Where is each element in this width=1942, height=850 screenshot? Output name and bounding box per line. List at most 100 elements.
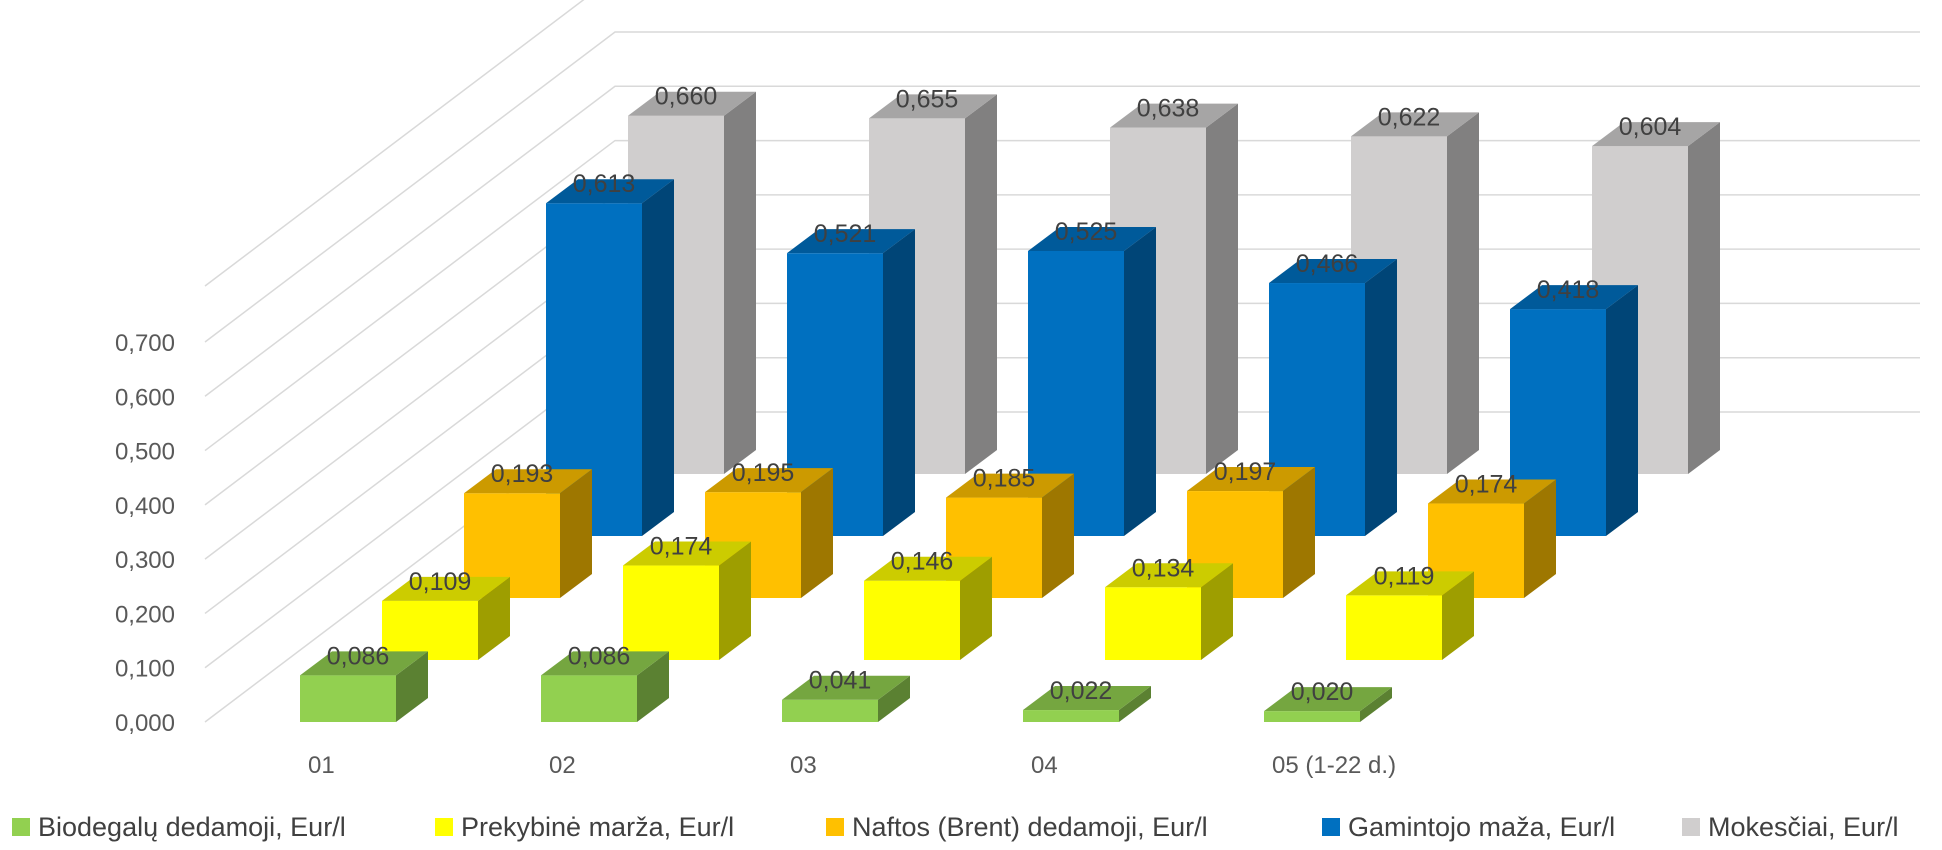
- data-label-2-0: 0,193: [491, 460, 554, 488]
- bar-0-3: [1023, 686, 1151, 722]
- data-label-0-0: 0,086: [327, 642, 390, 670]
- bar-top: [869, 94, 997, 119]
- bar-top: [1269, 259, 1397, 284]
- bar-top: [1028, 227, 1156, 251]
- bar-top: [787, 229, 915, 254]
- bar-0-1: [541, 651, 669, 722]
- x-tick-label-3: 04: [1031, 752, 1058, 779]
- bar-side: [878, 675, 910, 722]
- y-tick-label-2: 0,200: [115, 601, 175, 628]
- legend-label-4: Mokesčiai, Eur/l: [1708, 812, 1899, 842]
- data-label-3-4: 0,418: [1537, 276, 1600, 304]
- x-tick-label-4: 05 (1-22 d.): [1272, 752, 1396, 779]
- bar-side: [1119, 686, 1151, 722]
- legend-item-4: Mokesčiai, Eur/l: [1682, 812, 1899, 842]
- legend-item-0: Biodegalų dedamoji, Eur/l: [12, 812, 346, 842]
- data-label-1-0: 0,109: [409, 568, 472, 596]
- x-axis: 01 02 03 04 05 (1-22 d.): [308, 752, 1396, 779]
- x-tick-label-2: 03: [790, 752, 817, 779]
- bar-side: [1124, 227, 1156, 536]
- legend: Biodegalų dedamoji, Eur/l Prekybinė marža…: [12, 812, 1899, 842]
- bar-side: [1606, 285, 1638, 536]
- bar-top: [382, 576, 510, 601]
- data-label-1-4: 0,119: [1374, 562, 1435, 590]
- data-label-2-2: 0,185: [973, 465, 1036, 493]
- legend-swatch-1: [435, 818, 453, 836]
- data-label-3-1: 0,521: [814, 220, 877, 248]
- legend-label-0: Biodegalų dedamoji, Eur/l: [38, 812, 346, 842]
- bar-side: [1688, 122, 1720, 474]
- gridline-7: [204, 31, 1920, 343]
- data-label-2-1: 0,195: [732, 459, 795, 487]
- bar-front: [1346, 595, 1442, 660]
- bar-front: [864, 580, 960, 660]
- series-1: [382, 541, 1474, 660]
- bar-side: [1206, 103, 1238, 475]
- legend-label-3: Gamintojo maža, Eur/l: [1348, 812, 1615, 842]
- gridline-6: [204, 85, 1920, 397]
- bar-top: [1351, 112, 1479, 137]
- data-label-4-4: 0,604: [1619, 113, 1682, 141]
- bar-top: [946, 473, 1074, 498]
- y-tick-label-5: 0,500: [115, 439, 175, 466]
- data-label-0-1: 0,086: [568, 642, 631, 670]
- bar-0-0: [300, 651, 428, 722]
- bar-side: [642, 179, 674, 536]
- bar-side: [1201, 563, 1233, 660]
- y-tick-label-3: 0,300: [115, 547, 175, 574]
- bar-top: [1264, 687, 1392, 712]
- bar-2-2: [946, 473, 1074, 598]
- bar-top: [623, 541, 751, 566]
- bar-0-4: [1264, 687, 1392, 722]
- data-label-3-0: 0,613: [573, 170, 636, 198]
- bar-1-1: [623, 541, 751, 660]
- x-tick-label-1: 02: [549, 752, 576, 779]
- y-tick-label-1: 0,100: [115, 656, 175, 683]
- bar-front: [300, 675, 396, 722]
- bar-top: [1428, 479, 1556, 504]
- data-label-3-2: 0,525: [1055, 218, 1118, 246]
- bar-side: [1524, 479, 1556, 598]
- bar-top: [1346, 571, 1474, 596]
- bar-2-3: [1187, 467, 1315, 598]
- bar-top: [464, 469, 592, 494]
- bar-1-3: [1105, 563, 1233, 660]
- data-label-0-2: 0,041: [809, 667, 872, 695]
- bar-side: [801, 468, 833, 598]
- data-label-4-2: 0,638: [1137, 95, 1200, 123]
- bar-side: [637, 651, 669, 722]
- gridline-top: [204, 0, 585, 287]
- bar-top: [705, 468, 833, 493]
- bar-side: [396, 651, 428, 722]
- bar-1-4: [1346, 571, 1474, 660]
- bar-side: [1442, 571, 1474, 660]
- bar-2-1: [705, 468, 833, 598]
- y-tick-label-0: 0,000: [115, 710, 175, 737]
- bar-side: [1360, 687, 1392, 722]
- bar-side: [1042, 473, 1074, 598]
- y-axis: 0,000 0,100 0,200 0,300 0,400 0,500 0,600 0,700: [115, 330, 175, 737]
- bar-side: [560, 469, 592, 598]
- data-label-1-3: 0,134: [1132, 554, 1195, 582]
- bar-front: [782, 699, 878, 722]
- bar-side: [478, 576, 510, 660]
- bar-front: [1264, 711, 1360, 722]
- legend-swatch-2: [826, 818, 844, 836]
- bar-top: [1023, 686, 1151, 711]
- bar-top: [541, 651, 669, 676]
- data-label-4-1: 0,655: [896, 85, 959, 113]
- bar-1-0: [382, 576, 510, 660]
- bar-top: [782, 675, 910, 700]
- bar-side: [724, 91, 756, 474]
- data-label-2-4: 0,174: [1455, 471, 1518, 499]
- bar-top: [1592, 122, 1720, 147]
- data-label-1-1: 0,174: [650, 533, 713, 561]
- legend-item-1: Prekybinė marža, Eur/l: [435, 812, 734, 842]
- bar-0-2: [782, 675, 910, 722]
- bar-top: [300, 651, 428, 676]
- bars: [300, 91, 1720, 722]
- bar-top: [546, 179, 674, 204]
- y-tick-label-7: 0,700: [115, 330, 175, 357]
